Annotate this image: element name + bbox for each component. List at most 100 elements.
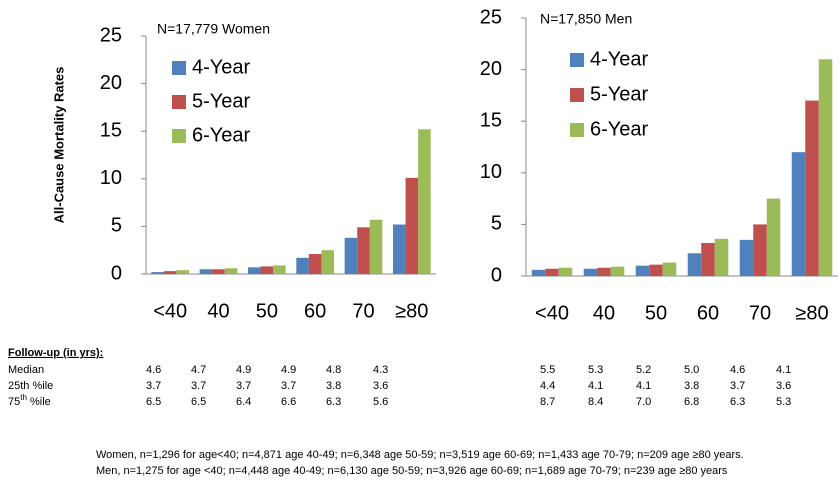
row-label-part: th [20, 393, 27, 402]
legend-label: 5-Year [590, 83, 649, 105]
row-label-part: 75 [8, 396, 20, 408]
row-label-part: Median [8, 364, 44, 376]
table-cell: 4.6 [730, 364, 745, 376]
bar [224, 268, 238, 274]
bar [212, 269, 225, 274]
table-cell: 4.1 [636, 380, 651, 392]
bar [610, 266, 625, 276]
table-cell: 8.7 [540, 396, 555, 408]
footnote: Women, n=1,296 for age<40; n=4,871 age 4… [96, 449, 744, 461]
legend-swatch [172, 129, 186, 143]
x-tick-label: 40 [593, 302, 615, 324]
bar [597, 267, 611, 276]
x-tick-label: ≥80 [795, 302, 828, 324]
table-cell: 5.5 [540, 364, 555, 376]
table-cell: 3.7 [191, 380, 206, 392]
table-cell: 6.3 [730, 396, 745, 408]
table-cell: 4.1 [776, 364, 791, 376]
table-cell: 4.1 [588, 380, 603, 392]
legend-swatch [172, 95, 186, 109]
bar [392, 224, 406, 274]
legend-label: 6-Year [192, 124, 251, 146]
legend-swatch [570, 88, 584, 102]
annotation: N=17,850 Men [540, 11, 632, 27]
x-tick-label: <40 [535, 302, 569, 324]
table-cell: 6.5 [146, 396, 161, 408]
bar [151, 272, 164, 274]
x-tick-label: 50 [256, 300, 278, 322]
x-tick-label: ≥80 [395, 300, 428, 322]
bar [344, 237, 358, 274]
y-tick-label: 15 [100, 119, 122, 141]
bar [176, 270, 190, 274]
y-tick-label: 20 [480, 58, 502, 80]
table-cell: 3.7 [281, 380, 296, 392]
legend-label: 4-Year [590, 48, 649, 70]
bar [766, 198, 781, 276]
table-cell: 5.0 [684, 364, 699, 376]
table-cell: 6.8 [684, 396, 699, 408]
bar [163, 271, 177, 274]
row-label: 75th %ile [8, 393, 51, 408]
bar [805, 100, 819, 276]
legend-label: 6-Year [590, 118, 649, 140]
table-cell: 5.2 [636, 364, 651, 376]
y-tick-label: 0 [111, 262, 122, 284]
bar [357, 227, 370, 274]
table-cell: 4.6 [146, 364, 161, 376]
bar [687, 253, 702, 276]
legend-swatch [570, 53, 584, 67]
bar [791, 152, 806, 276]
table-cell: 3.7 [236, 380, 251, 392]
bar [545, 268, 559, 276]
table-cell: 3.6 [373, 380, 388, 392]
bar [260, 266, 274, 274]
bar [558, 267, 573, 276]
bar [247, 267, 261, 274]
bar [308, 254, 322, 274]
y-axis-label: All-Cause Mortality Rates [51, 67, 66, 224]
table-cell: 3.8 [326, 380, 341, 392]
x-tick-label: 40 [207, 300, 229, 322]
bar [273, 265, 286, 274]
table-cell: 4.7 [191, 364, 206, 376]
table-cell: 4.9 [281, 364, 296, 376]
y-tick-label: 10 [480, 161, 502, 183]
bar [635, 265, 650, 276]
bar [753, 224, 767, 276]
annotation: N=17,779 Women [157, 21, 270, 37]
bar [369, 219, 383, 274]
row-label-part: %ile [27, 396, 51, 408]
table-cell: 6.4 [236, 396, 251, 408]
table-cell: 3.6 [776, 380, 791, 392]
table-cell: 5.3 [588, 364, 603, 376]
x-tick-label: 70 [352, 300, 374, 322]
bar [662, 262, 677, 276]
y-tick-label: 25 [480, 6, 502, 28]
legend-swatch [570, 123, 584, 137]
row-label: Median [8, 364, 44, 376]
y-tick-label: 10 [100, 167, 122, 189]
table-title: Follow-up (in yrs): [8, 347, 103, 359]
bar [405, 177, 419, 274]
table-cell: 3.7 [730, 380, 745, 392]
x-tick-label: 50 [645, 302, 667, 324]
table-cell: 5.3 [776, 396, 791, 408]
bar [583, 268, 598, 276]
table-cell: 7.0 [636, 396, 651, 408]
y-tick-label: 5 [491, 213, 502, 235]
table-cell: 3.8 [684, 380, 699, 392]
legend-label: 4-Year [192, 56, 251, 78]
bar [818, 59, 833, 276]
x-tick-label: 60 [697, 302, 719, 324]
y-tick-label: 5 [111, 215, 122, 237]
y-tick-label: 20 [100, 72, 122, 94]
table-cell: 3.7 [146, 380, 161, 392]
bar [418, 129, 431, 274]
bar [199, 269, 213, 274]
table-cell: 4.3 [373, 364, 388, 376]
footnote: Men, n=1,275 for age <40; n=4,448 age 40… [96, 465, 728, 477]
table-cell: 4.9 [236, 364, 251, 376]
